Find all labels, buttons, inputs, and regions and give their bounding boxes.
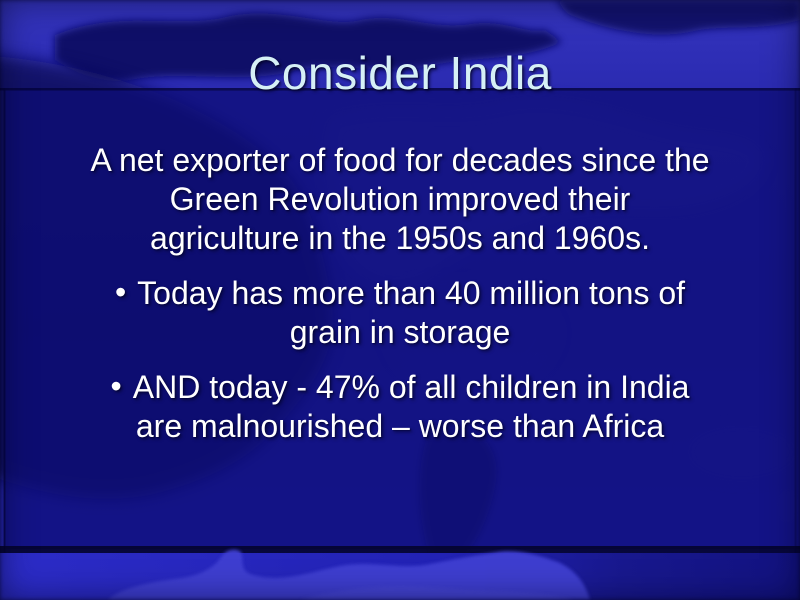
bullet-text: Today has more than 40 million tons of <box>137 275 686 311</box>
slide-title: Consider India <box>248 47 552 99</box>
bullet-line: • Today has more than 40 million tons of <box>0 274 800 313</box>
bullet-text: AND today - 47% of all children in India <box>132 369 690 405</box>
paragraph-line: A net exporter of food for decades since… <box>90 142 710 178</box>
bullet-line: • AND today - 47% of all children in Indi… <box>0 368 800 407</box>
bullet-icon: • <box>114 274 127 310</box>
bullet-icon: • <box>110 368 122 404</box>
bullet-continuation-line: grain in storage <box>289 314 511 350</box>
bullet-item: • Today has more than 40 million tons of … <box>0 274 800 352</box>
paragraph: A net exporter of food for decades since… <box>0 141 800 258</box>
paragraph-line: Green Revolution improved their <box>169 181 631 217</box>
paragraph-line: agriculture in the 1950s and 1960s. <box>150 220 650 256</box>
bullet-continuation-line: are malnourished – worse than Africa <box>135 408 665 444</box>
body-text-block: A net exporter of food for decades since… <box>0 141 800 446</box>
bullet-item: • AND today - 47% of all children in Indi… <box>0 368 800 446</box>
